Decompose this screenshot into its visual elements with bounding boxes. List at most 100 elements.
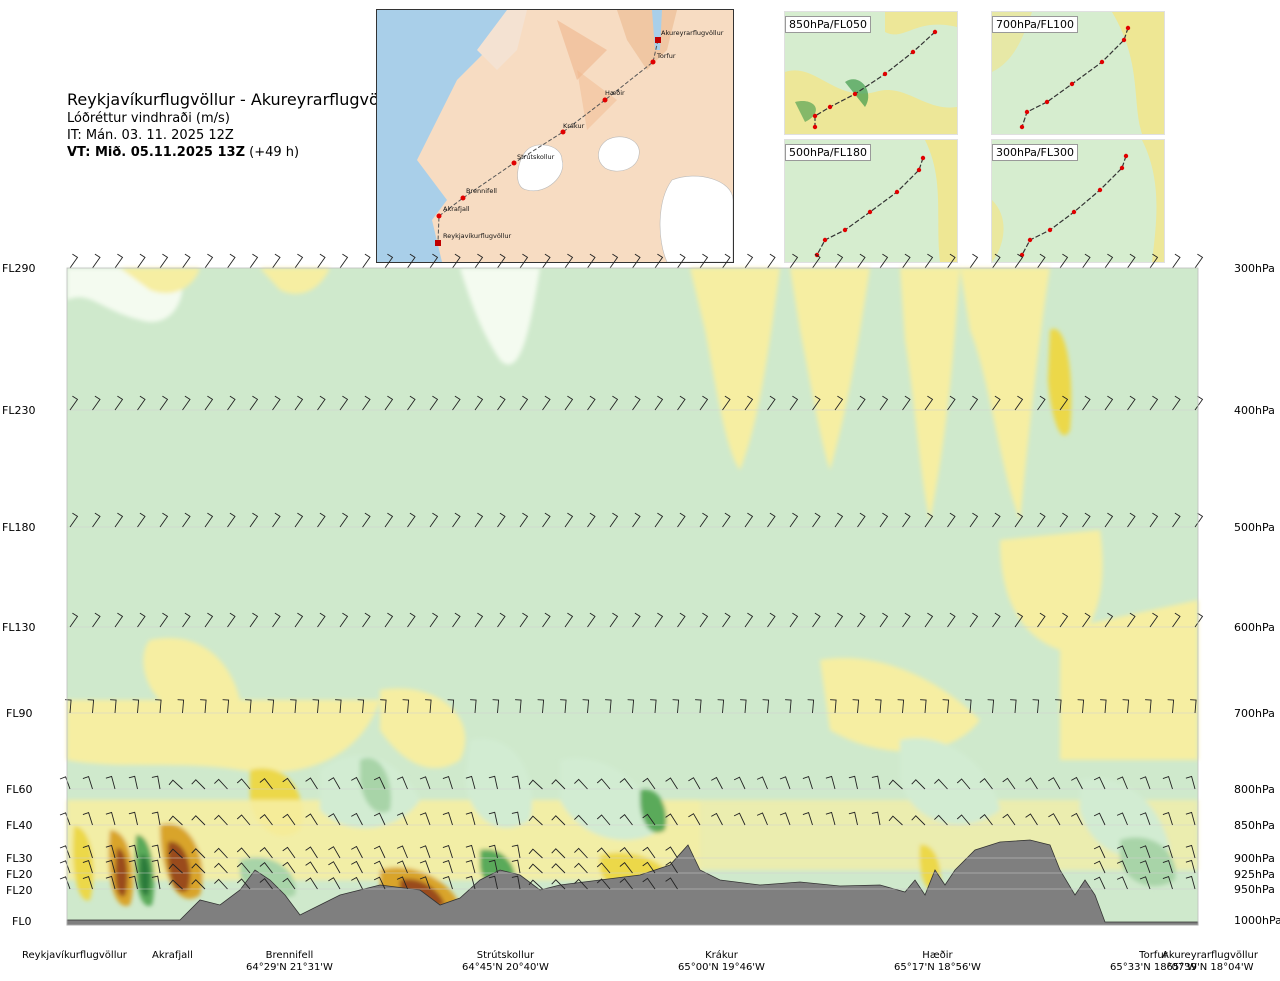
- title-block: Reykjavíkurflugvöllur - Akureyrarflugvöl…: [67, 90, 404, 161]
- field-updraft-fl90-3: [820, 658, 980, 752]
- wind-barb: [1093, 876, 1106, 890]
- wind-barb: [947, 612, 956, 628]
- wind-barb: [488, 859, 498, 874]
- wind-barb: [419, 812, 431, 826]
- wind-barb: [82, 860, 93, 874]
- field-updraft-lower-left: [143, 638, 240, 719]
- wind-barb: [69, 395, 79, 411]
- location-name: Hæðir: [922, 950, 953, 961]
- wind-barb: [911, 815, 926, 826]
- wind-barb: [1162, 845, 1173, 859]
- wind-barb: [488, 875, 498, 890]
- panel-300: 300hPa/FL300: [991, 139, 1165, 263]
- wind-barb: [511, 875, 521, 890]
- wind-barb: [128, 875, 138, 890]
- field-updraft-max-akrafjall-2: [167, 841, 191, 892]
- wind-barb: [1162, 876, 1173, 890]
- wind-barb: [214, 847, 228, 859]
- wind-barb: [542, 395, 551, 411]
- wind-barb: [82, 876, 93, 890]
- wind-barb: [317, 253, 326, 269]
- location-name: Torfur: [1139, 950, 1168, 961]
- field-downdraft-haedir: [900, 738, 1000, 825]
- field-updraft-low-band-east: [700, 800, 1198, 870]
- wind-barb: [987, 699, 995, 714]
- wind-barb: [574, 847, 588, 859]
- wind-barb: [429, 395, 439, 411]
- wind-barb: [1025, 777, 1038, 790]
- location-label: Reykjavíkurflugvöllur: [22, 950, 127, 962]
- wind-barb: [699, 395, 709, 411]
- wind-barb: [59, 876, 71, 890]
- wind-barb: [1162, 812, 1173, 826]
- wind-barb: [227, 512, 236, 528]
- wind-barb: [924, 395, 934, 411]
- wind-barb: [1093, 812, 1106, 826]
- wind-barb: [924, 512, 934, 528]
- y-right-label: 500hPa: [1234, 521, 1275, 534]
- y-left-label: FL40: [6, 819, 33, 832]
- wind-barb: [619, 814, 633, 826]
- wind-barb: [425, 699, 432, 714]
- wind-barb: [1082, 395, 1091, 411]
- wind-barb: [105, 811, 116, 826]
- wind-barb: [1025, 813, 1038, 826]
- field-downdraft-core-fl60: [360, 758, 391, 813]
- wind-barb: [528, 779, 543, 790]
- wind-barb: [272, 253, 281, 269]
- field-updraft-core-ne: [1048, 328, 1072, 436]
- wind-barb: [1059, 512, 1069, 528]
- wind-barb: [155, 699, 162, 714]
- y-left-label: FL290: [2, 262, 36, 275]
- wind-barb: [182, 512, 191, 528]
- wind-barb: [222, 699, 230, 714]
- wind-barb: [665, 846, 678, 859]
- y-left-label: FL60: [6, 783, 33, 796]
- wind-barb: [902, 253, 911, 269]
- wind-barb: [1037, 253, 1046, 269]
- wind-barb: [542, 253, 551, 269]
- wind-barb: [551, 815, 566, 826]
- map-point-haedir: [602, 97, 608, 103]
- wind-barb: [1127, 612, 1136, 628]
- wind-barb: [92, 253, 101, 269]
- wind-barb: [992, 253, 1001, 269]
- wind-barb: [969, 395, 979, 411]
- wind-barb: [677, 395, 686, 411]
- wind-barb: [402, 699, 410, 714]
- wind-barb: [511, 859, 521, 874]
- wind-barb: [722, 395, 731, 411]
- y-left-label: FL130: [2, 621, 36, 634]
- wind-barb: [335, 699, 342, 714]
- valid-time-bold: VT: Mið. 05.11.2025 13Z: [67, 145, 246, 160]
- wind-barb: [695, 699, 702, 714]
- wind-barb: [1149, 512, 1159, 528]
- wind-barb: [564, 395, 574, 411]
- wind-barb: [151, 875, 161, 890]
- wind-barb: [779, 776, 791, 790]
- wind-barb: [1162, 860, 1173, 874]
- wind-barb: [1037, 395, 1046, 411]
- wind-barb: [767, 512, 776, 528]
- y-right-label: 850hPa: [1234, 819, 1275, 832]
- chart-title: Reykjavíkurflugvöllur - Akureyrarflugvöl…: [67, 90, 405, 109]
- wind-barb: [114, 395, 124, 411]
- y-right-label: 950hPa: [1234, 883, 1275, 896]
- wind-barb: [128, 859, 138, 874]
- wind-barb: [650, 699, 657, 714]
- wind-barb: [191, 879, 206, 890]
- wind-barb: [305, 846, 318, 859]
- wind-barb: [537, 699, 545, 714]
- wind-barb: [632, 253, 641, 269]
- wind-barb: [214, 814, 228, 826]
- wind-barb: [245, 699, 252, 714]
- wind-barb: [351, 776, 363, 790]
- wind-barb: [351, 860, 363, 874]
- wind-barb: [282, 846, 296, 859]
- wind-barb: [227, 253, 236, 269]
- wind-barb: [294, 612, 304, 628]
- wind-barb: [551, 863, 566, 874]
- wind-barb: [609, 395, 619, 411]
- map-label-strutskollur: Strútskollur: [517, 153, 555, 161]
- wind-barb: [642, 846, 656, 859]
